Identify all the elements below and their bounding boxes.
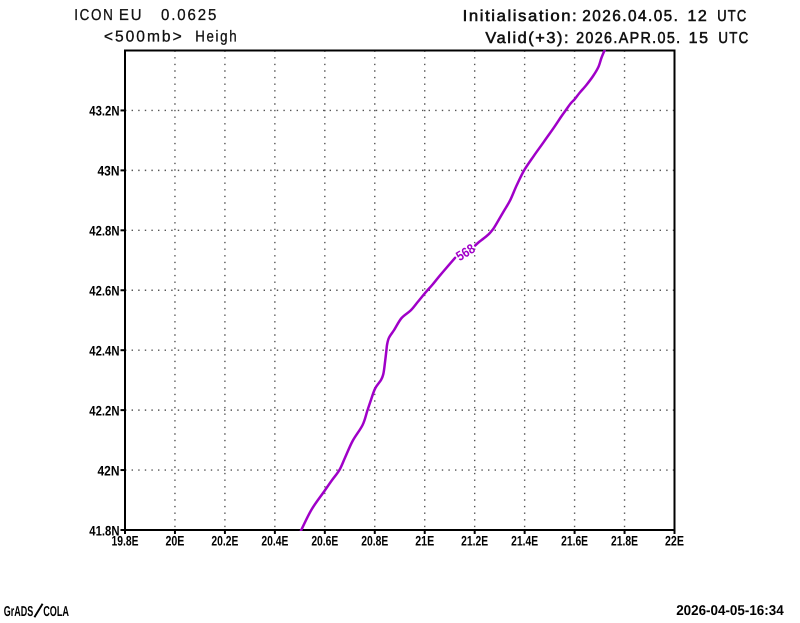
svg-text:20.4E: 20.4E [261, 533, 288, 548]
svg-text:42.4N: 42.4N [89, 343, 119, 358]
svg-text:Heigh: Heigh [195, 29, 238, 46]
svg-text:21.2E: 21.2E [461, 533, 488, 548]
svg-text:EU: EU [119, 7, 144, 24]
svg-text:21.6E: 21.6E [561, 533, 588, 548]
svg-text:42.2N: 42.2N [89, 403, 119, 418]
svg-text:COLA: COLA [43, 604, 69, 618]
svg-text:2026.04.05.: 2026.04.05. [582, 8, 679, 25]
svg-text:12: 12 [688, 8, 709, 25]
svg-text:Initialisation:: Initialisation: [463, 8, 579, 25]
svg-text:20E: 20E [165, 533, 184, 548]
svg-text:21E: 21E [415, 533, 434, 548]
svg-text:0.0625: 0.0625 [161, 7, 218, 24]
svg-text:41.8N: 41.8N [89, 523, 119, 538]
svg-text:42.6N: 42.6N [89, 284, 119, 299]
svg-text:21.4E: 21.4E [511, 533, 538, 548]
svg-text:2026-04-05-16:34: 2026-04-05-16:34 [676, 603, 784, 618]
svg-text:15: 15 [689, 30, 710, 47]
svg-text:43.2N: 43.2N [89, 104, 119, 119]
svg-text:20.2E: 20.2E [211, 533, 238, 548]
svg-text:<500mb>: <500mb> [104, 29, 184, 46]
svg-text:UTC: UTC [718, 30, 749, 47]
svg-text:ICON: ICON [74, 7, 114, 24]
svg-text:20.6E: 20.6E [311, 533, 338, 548]
svg-text:GrADS: GrADS [4, 604, 34, 618]
svg-text:19.8E: 19.8E [112, 533, 139, 548]
svg-text:2026.APR.05.: 2026.APR.05. [576, 30, 681, 47]
svg-text:22E: 22E [665, 533, 684, 548]
svg-text:UTC: UTC [717, 8, 747, 25]
svg-text:42.8N: 42.8N [89, 224, 119, 239]
svg-text:20.8E: 20.8E [361, 533, 388, 548]
svg-text:42N: 42N [98, 463, 120, 478]
svg-text:Valid(+3):: Valid(+3): [485, 30, 570, 47]
svg-text:43N: 43N [98, 164, 120, 179]
svg-text:21.8E: 21.8E [611, 533, 638, 548]
